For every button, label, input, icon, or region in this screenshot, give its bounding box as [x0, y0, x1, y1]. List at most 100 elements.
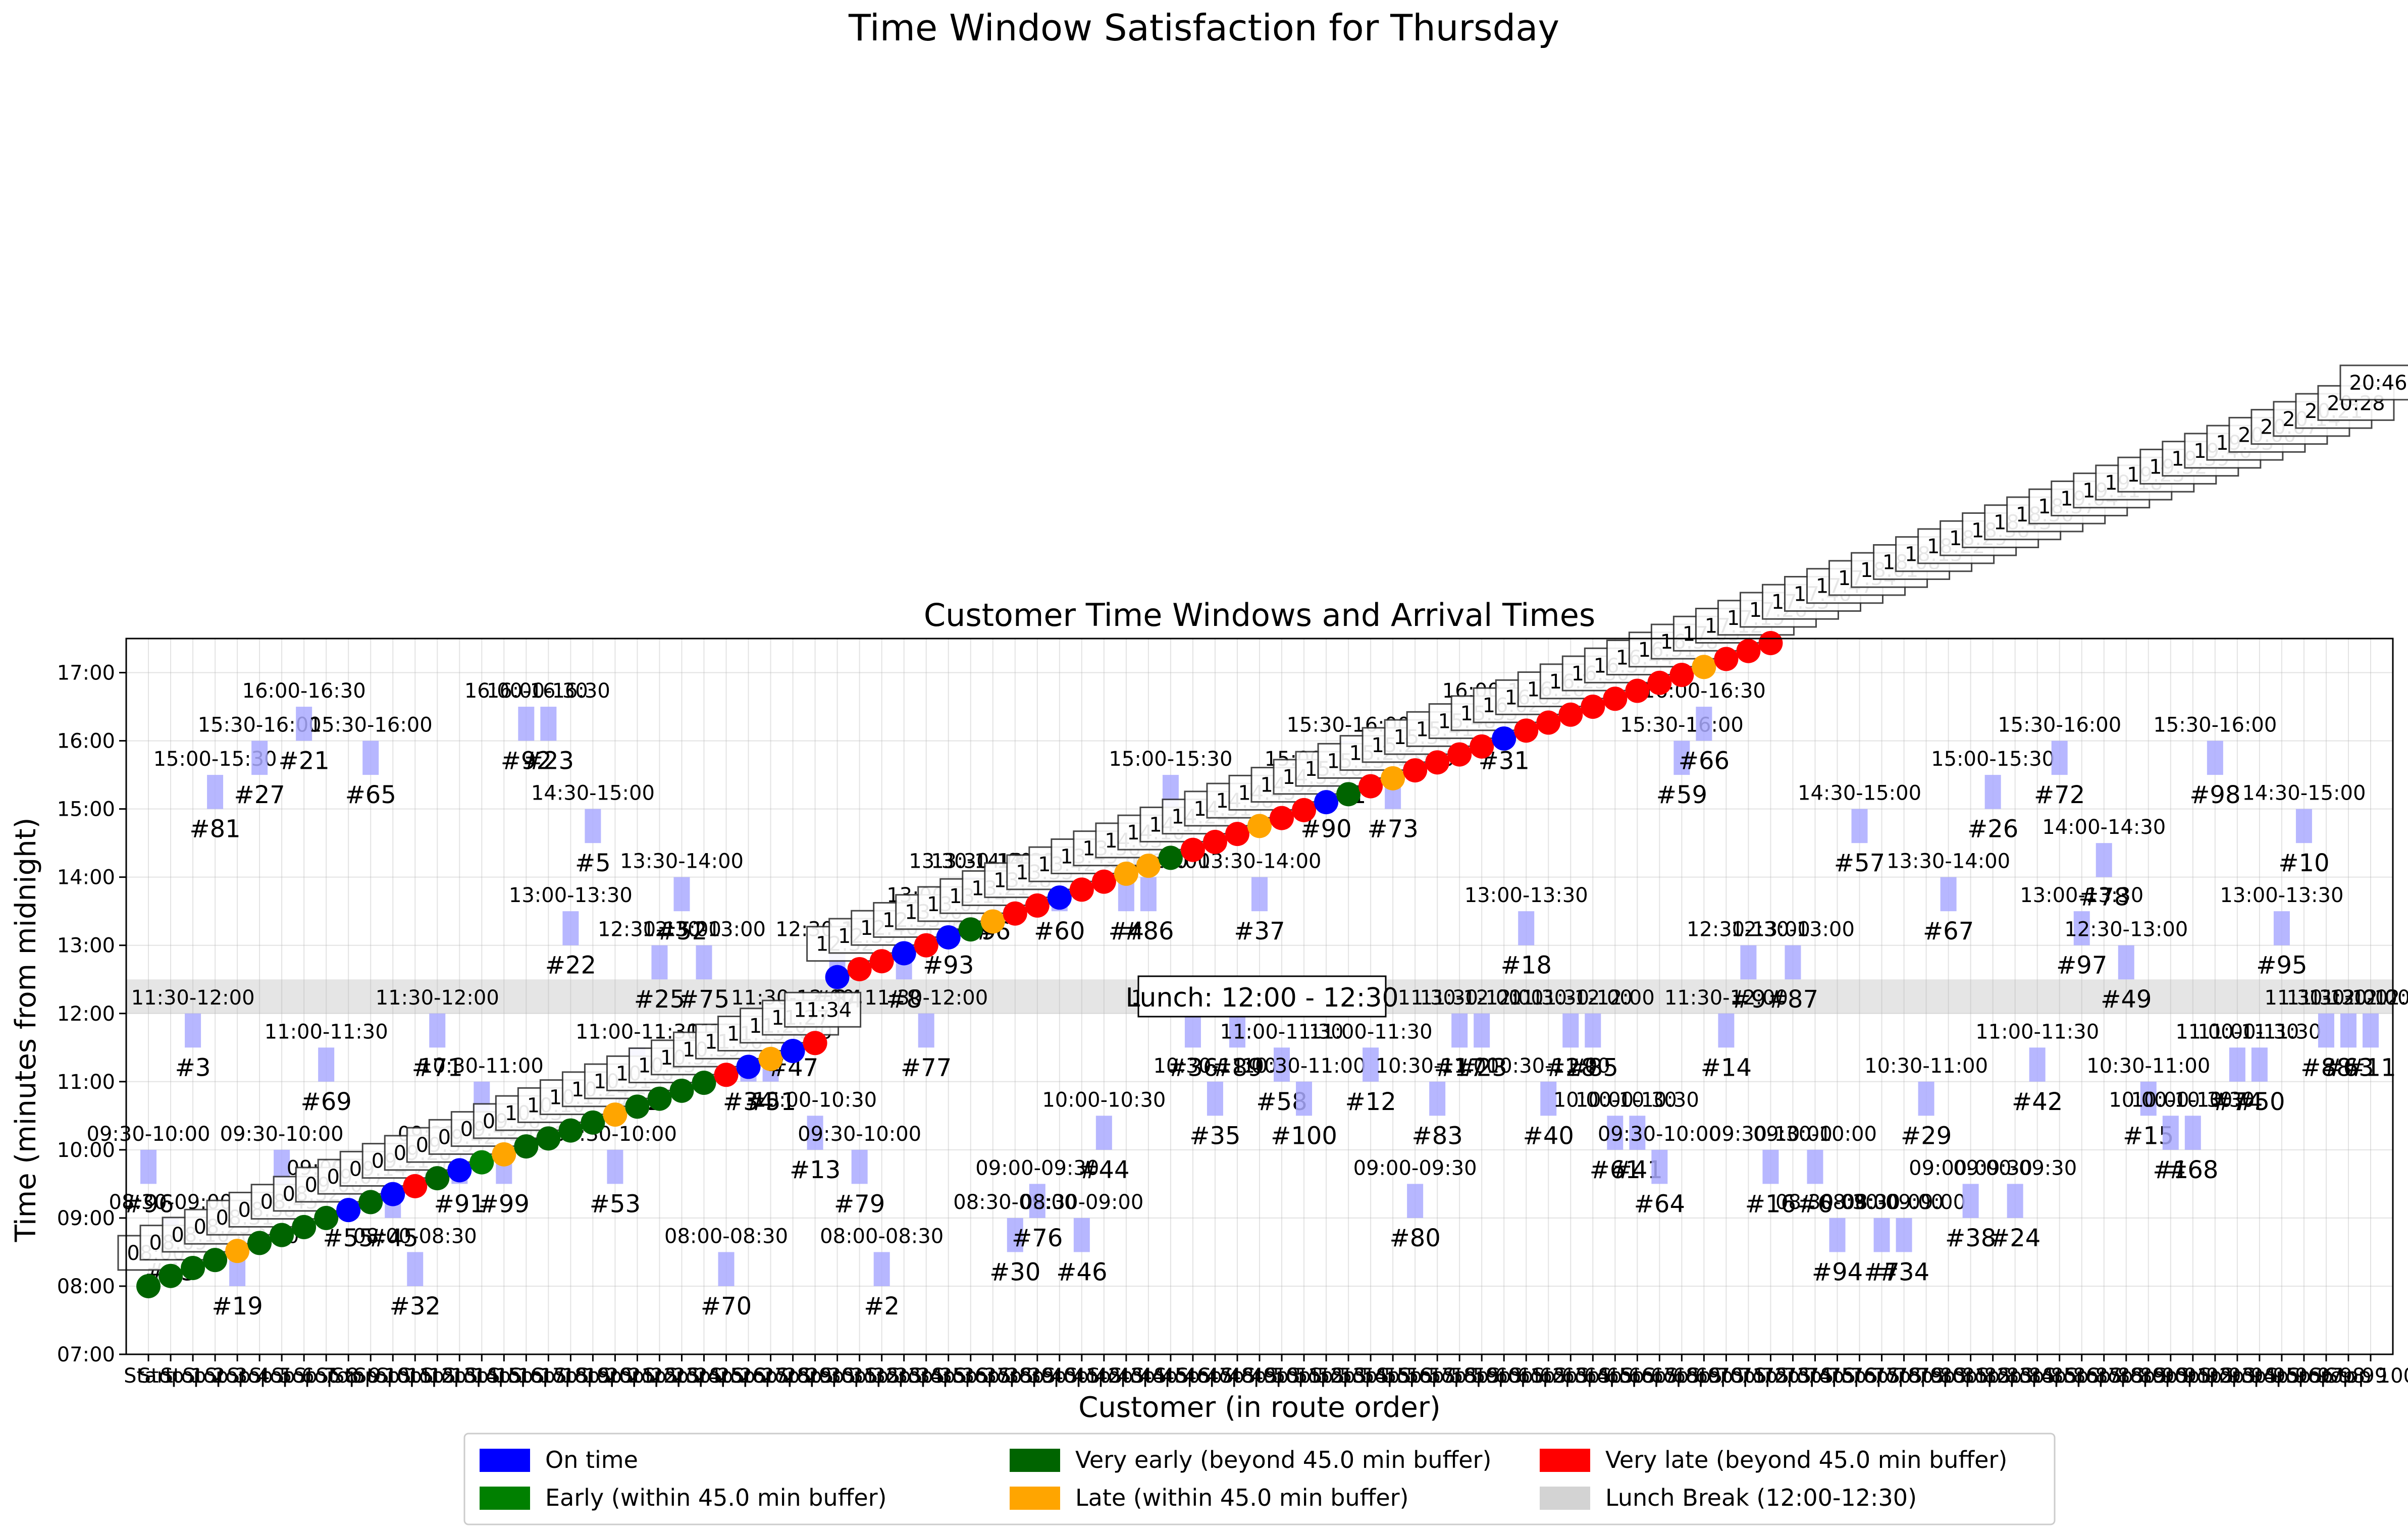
time-window-label: 12:30-13:00 [642, 918, 766, 941]
x-tick-label: Stop 39 [976, 1364, 1055, 1388]
arrival-marker [1336, 782, 1361, 807]
legend-swatch [1540, 1449, 1590, 1472]
x-tick-label: Stop 12 [376, 1364, 454, 1388]
x-tick-label: Stop 3 [183, 1364, 248, 1388]
time-window-bar [651, 945, 668, 980]
arrival-marker [1603, 686, 1628, 711]
time-window-bar [2229, 1047, 2245, 1082]
time-window-bar [2073, 911, 2090, 945]
legend-swatch [480, 1487, 530, 1510]
time-window-label: 15:00-15:30 [1931, 748, 2055, 771]
arrival-marker [581, 1110, 605, 1135]
arrival-marker [314, 1205, 339, 1230]
time-window-bar [1873, 1218, 1890, 1252]
customer-id-label: #64 [1634, 1190, 1685, 1218]
customer-id-label: #11 [2345, 1053, 2396, 1082]
arrival-marker [1647, 670, 1672, 695]
time-window-label: 10:30-11:00 [1487, 1054, 1610, 1078]
time-window-label: 11:30-12:00 [2264, 986, 2388, 1010]
time-window-label: 16:00-16:30 [487, 679, 610, 703]
x-axis-label: Customer (in route order) [1078, 1391, 1440, 1424]
time-window-label: 10:00-10:30 [2109, 1088, 2232, 1112]
y-tick-label: 14:00 [57, 866, 115, 889]
time-window-bar [562, 911, 579, 945]
arrival-marker [1202, 829, 1227, 854]
x-tick-label: Stop 53 [1287, 1364, 1366, 1388]
x-tick-label: Stop 56 [1354, 1364, 1432, 1388]
customer-id-label: #61 [1590, 1156, 1641, 1184]
time-window-bar [1696, 707, 1712, 741]
time-window-label: 15:00-15:30 [1109, 748, 1232, 771]
customer-id-label: #16 [1745, 1190, 1796, 1218]
legend-label: Very late (beyond 45.0 min buffer) [1605, 1446, 2007, 1473]
arrival-marker [603, 1102, 627, 1127]
x-tick-label: Stop 1 [138, 1364, 203, 1388]
time-window-label: 11:00-11:30 [1220, 1020, 1344, 1043]
x-tick-label: Stop 38 [954, 1364, 1032, 1388]
customer-id-label: #23 [523, 747, 574, 775]
time-window-bar [1540, 1081, 1557, 1116]
x-tick-label: Stop 68 [1620, 1364, 1699, 1388]
x-tick-label: Start [124, 1364, 173, 1388]
arrival-marker [692, 1071, 716, 1095]
time-window-bar [2118, 945, 2134, 980]
x-tick-label: Stop 35 [887, 1364, 965, 1388]
x-tick-label: Stop 70 [1665, 1364, 1743, 1388]
customer-id-label: #65 [345, 781, 396, 809]
arrival-marker [1158, 846, 1183, 870]
customer-id-label: #91 [434, 1190, 485, 1218]
x-tick-label: Stop 75 [1776, 1364, 1854, 1388]
time-window-label: 13:00-13:30 [2220, 884, 2343, 907]
x-tick-label: Stop 43 [1065, 1364, 1143, 1388]
customer-id-label: #69 [301, 1088, 352, 1116]
time-window-bar [2318, 1013, 2334, 1048]
arrival-marker [1470, 734, 1494, 759]
time-window-label: 14:30-15:00 [1798, 782, 1921, 805]
time-window-label: 10:30-11:00 [1153, 1054, 1277, 1078]
time-window-label: 13:00-13:30 [509, 884, 633, 907]
time-window-bar [873, 1252, 890, 1286]
time-window-bar [2007, 1184, 2023, 1218]
arrival-box-frame [784, 991, 862, 1028]
customer-id-label: #10 [2278, 849, 2329, 877]
x-tick-label: Stop 34 [865, 1364, 943, 1388]
customer-id-label: #45 [368, 1224, 418, 1252]
arrival-marker [1669, 663, 1694, 688]
x-tick-label: Stop 33 [843, 1364, 921, 1388]
arrival-marker [1292, 798, 1317, 822]
time-window-bar [429, 1013, 446, 1048]
arrival-marker [714, 1063, 739, 1087]
x-tick-label: Stop 2 [161, 1364, 226, 1388]
arrival-marker [1247, 814, 1272, 838]
arrival-marker [203, 1248, 228, 1273]
arrival-marker [1047, 885, 1072, 910]
time-window-bar [1451, 1013, 1468, 1048]
time-window-bar [2096, 843, 2112, 877]
time-window-bar [1918, 1081, 1934, 1116]
arrival-time-label: 11:34 [794, 998, 852, 1022]
x-tick-label: Stop 87 [2043, 1364, 2121, 1388]
x-tick-label: Stop 58 [1398, 1364, 1477, 1388]
time-window-label: 11:30-12:00 [131, 986, 255, 1010]
arrival-marker [469, 1150, 494, 1175]
x-tick-label: Stop 83 [1954, 1364, 2032, 1388]
y-tick-label: 09:00 [57, 1207, 115, 1230]
time-window-label: 13:30-14:00 [1198, 850, 1322, 873]
x-tick-label: Stop 24 [643, 1364, 721, 1388]
x-tick-label: Stop 89 [2087, 1364, 2165, 1388]
time-window-bar [1940, 877, 1957, 912]
y-tick-label: 08:00 [57, 1275, 115, 1298]
time-window-label: 10:00-10:30 [1576, 1088, 1699, 1112]
customer-id-label: #38 [1945, 1224, 1996, 1252]
arrival-marker [1758, 631, 1783, 656]
arrival-marker [225, 1239, 250, 1263]
x-tick-label: Stop 72 [1709, 1364, 1788, 1388]
customer-id-label: #71 [412, 1053, 463, 1082]
time-window-bar [2251, 1047, 2268, 1082]
arrival-marker [1069, 877, 1094, 902]
time-window-label: 09:30-10:00 [1753, 1123, 1877, 1146]
x-tick-label: Stop 45 [1110, 1364, 1188, 1388]
time-window-bar [1029, 1184, 1045, 1218]
time-window-bar [851, 1149, 868, 1184]
plot-area: 09:30-10:00#9608:30-09:00#4311:30-12:00#… [57, 364, 2408, 1388]
